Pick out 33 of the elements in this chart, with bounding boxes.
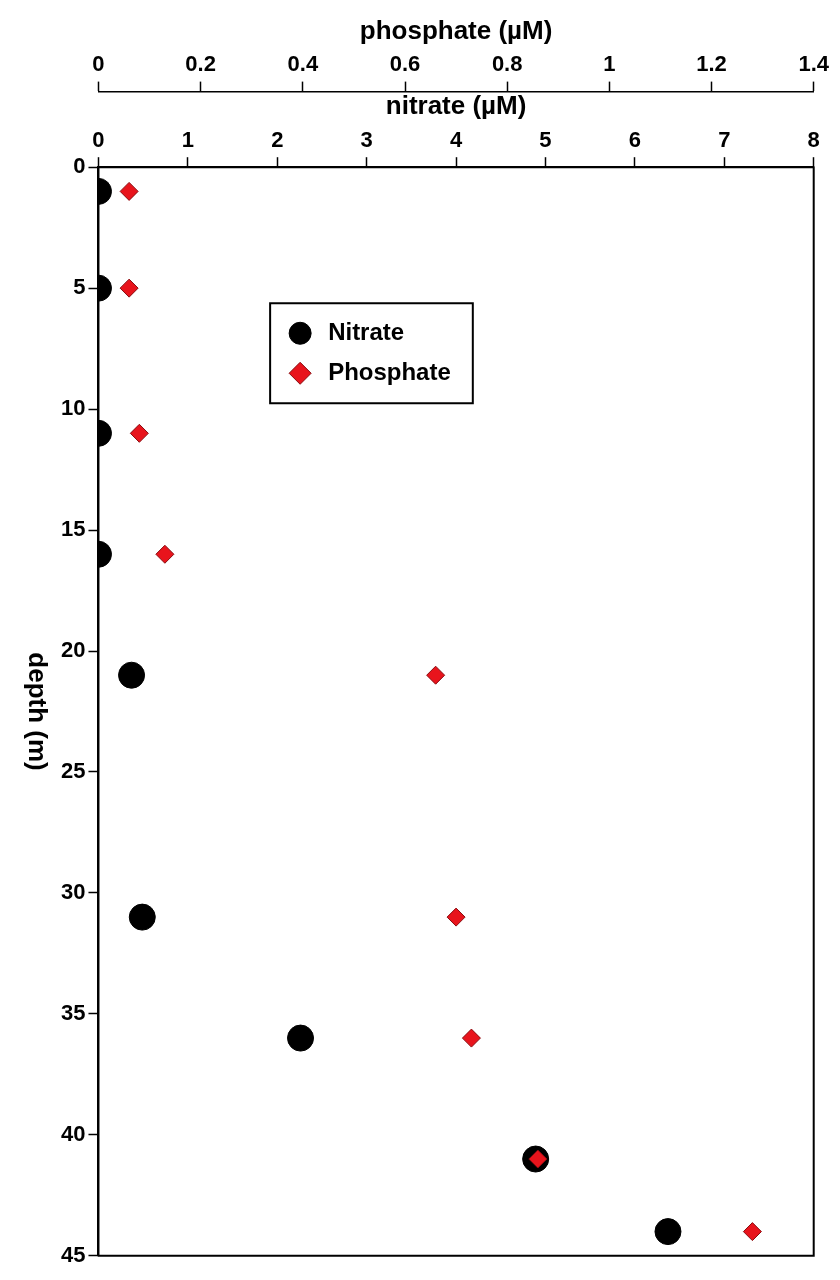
y-tick-label: 20 <box>60 637 86 663</box>
y-tick-label: 5 <box>73 274 86 300</box>
y-tick-label: 45 <box>60 1241 86 1267</box>
x-tick-label: 4 <box>449 127 463 153</box>
x-tick-label: 3 <box>360 127 373 153</box>
x-tick-label: 7 <box>718 127 731 153</box>
x2-tick-label: 0.8 <box>491 51 523 77</box>
y-tick-label: 40 <box>60 1120 86 1146</box>
x2-axis-title: phosphate (µM) <box>359 14 553 45</box>
y-tick-label: 0 <box>73 153 86 179</box>
x-tick-label: 8 <box>807 127 820 153</box>
point <box>654 1218 682 1246</box>
x-tick-label: 0 <box>92 127 105 153</box>
y-tick-label: 35 <box>60 999 86 1025</box>
x-tick-label: 1 <box>181 127 194 153</box>
y-tick-label: 15 <box>60 516 86 542</box>
y-tick-label: 10 <box>60 395 86 421</box>
y-axis-title: depth (m) <box>22 652 53 771</box>
x2-tick-label: 0 <box>92 51 105 77</box>
x-tick-label: 2 <box>271 127 284 153</box>
x-tick-label: 5 <box>539 127 552 153</box>
x2-tick-label: 1.4 <box>798 51 830 77</box>
x2-tick-label: 0.2 <box>185 51 216 77</box>
x2-tick-label: 1 <box>603 51 616 77</box>
legend-label: Phosphate <box>328 357 451 385</box>
y-tick-label: 25 <box>60 758 86 784</box>
x-axis-title: nitrate (µM) <box>385 90 527 121</box>
x2-tick-label: 1.2 <box>696 51 727 77</box>
x2-tick-label: 0.4 <box>287 51 319 77</box>
y-tick-label: 30 <box>60 879 86 904</box>
x-tick-label: 6 <box>628 127 642 153</box>
legend-label: Nitrate <box>328 317 405 345</box>
x2-tick-label: 0.6 <box>389 51 421 77</box>
